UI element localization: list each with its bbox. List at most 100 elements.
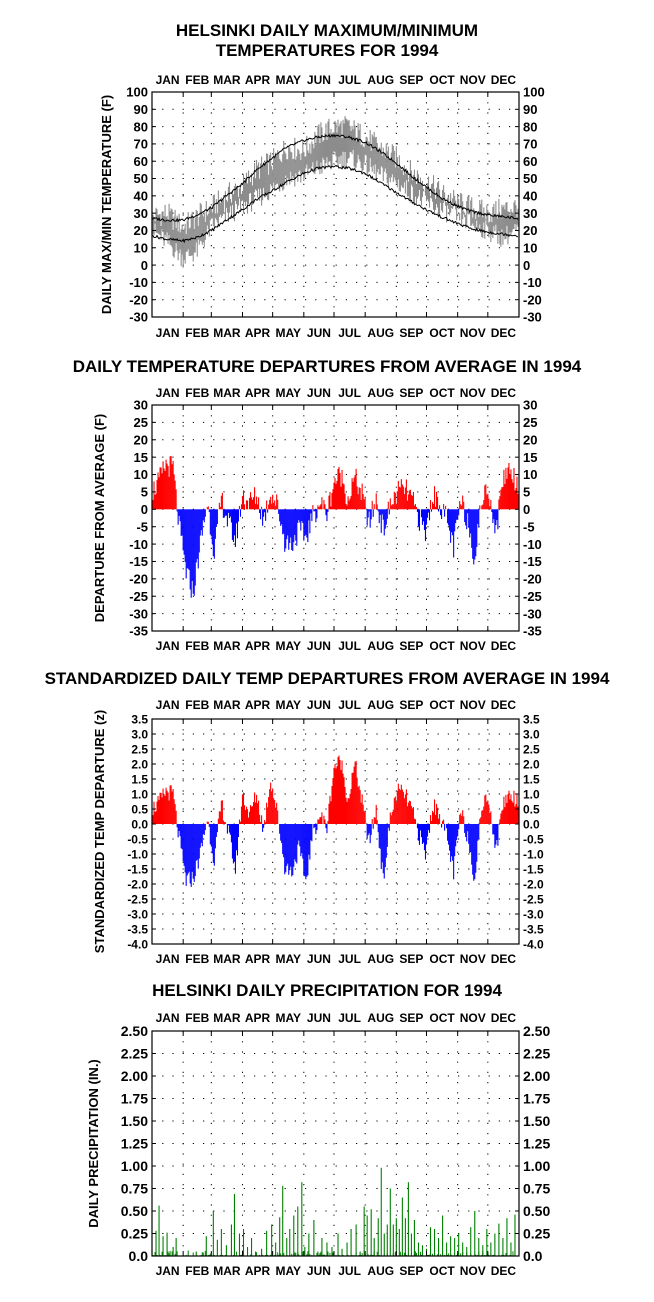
month-label-top: MAY xyxy=(275,73,301,87)
y-tick-label-right: 2.25 xyxy=(523,1046,550,1062)
y-tick-label-right: 1.25 xyxy=(523,1136,550,1152)
chart-standardized: JAN JAN FEB FEB MAR MAR APR APR MAY MAY JUN JUN JUL J… xyxy=(92,698,544,966)
y-tick-label-left: 50 xyxy=(134,171,148,186)
month-label-bottom: OCT xyxy=(429,639,455,653)
y-tick-label-left: 1.75 xyxy=(121,1091,148,1107)
month-label-top: AUG xyxy=(367,698,394,712)
y-tick-label-right: 2.50 xyxy=(523,1023,550,1039)
y-tick-label-right: 0.50 xyxy=(523,1203,550,1219)
month-label-top: AUG xyxy=(367,73,394,87)
y-tick-label-right: 25 xyxy=(523,415,537,430)
month-label-top: OCT xyxy=(429,1011,455,1025)
y-tick-label-left: -2.5 xyxy=(127,892,148,906)
month-label-bottom: JUN xyxy=(307,952,331,966)
y-tick-label-left: -4.0 xyxy=(127,937,148,951)
month-label-bottom: AUG xyxy=(367,1264,394,1278)
month-label-bottom: APR xyxy=(245,639,271,653)
y-tick-label-right: 50 xyxy=(523,171,537,186)
y-tick-label-left: 15 xyxy=(134,450,148,465)
month-label-bottom: FEB xyxy=(185,639,209,653)
month-label-top: JUL xyxy=(338,386,361,400)
y-tick-label-right: -3.0 xyxy=(523,907,544,921)
y-tick-label-left: 100 xyxy=(126,85,148,100)
y-tick-label-left: -3.5 xyxy=(127,922,148,936)
y-tick-label-right: 0.25 xyxy=(523,1226,550,1242)
y-tick-label-left: 0 xyxy=(141,502,148,517)
chart4-title: HELSINKI DAILY PRECIPITATION FOR 1994 xyxy=(152,981,502,1000)
y-tick-label-left: 0.0 xyxy=(129,1248,149,1264)
month-label-top: JUN xyxy=(307,73,331,87)
y-tick-label-left: 20 xyxy=(134,432,148,447)
month-label-bottom: AUG xyxy=(367,639,394,653)
month-label-bottom: JAN xyxy=(156,952,180,966)
y-tick-label-left: 80 xyxy=(134,119,148,134)
chart-temps: JAN JAN FEB FEB MAR MAR APR APR MAY MAY JUN JUN JUL J… xyxy=(99,73,545,340)
month-label-top: JAN xyxy=(156,698,180,712)
y-tick-label-left: -1.0 xyxy=(127,847,148,861)
y-tick-label-left: 90 xyxy=(134,102,148,117)
y-tick-label-left: 0 xyxy=(141,258,148,273)
month-label-bottom: JUN xyxy=(307,639,331,653)
chart-departures: JAN JAN FEB FEB MAR MAR APR APR MAY MAY JUN JUN JUL J… xyxy=(92,386,542,653)
y-tick-label-left: -25 xyxy=(129,589,148,604)
y-tick-label-left: 1.25 xyxy=(121,1136,148,1152)
y-tick-label-right: -1.5 xyxy=(523,862,544,876)
y-tick-label-right: -30 xyxy=(523,310,542,325)
y-tick-label-left: 40 xyxy=(134,189,148,204)
plot-frame xyxy=(151,404,520,632)
month-label-top: MAY xyxy=(275,386,301,400)
month-label-top: OCT xyxy=(429,386,455,400)
y-tick-label-right: 2.00 xyxy=(523,1068,550,1084)
normal-low-line xyxy=(151,164,519,244)
y-tick-label-left: 2.25 xyxy=(121,1046,148,1062)
y-tick-label-right: -25 xyxy=(523,589,542,604)
month-label-bottom: JUL xyxy=(338,326,361,340)
y-tick-label-right: 0 xyxy=(523,258,530,273)
month-label-top: MAR xyxy=(213,698,241,712)
month-label-bottom: FEB xyxy=(185,326,209,340)
y-tick-label-left: 30 xyxy=(134,398,148,413)
y-tick-label-right: 40 xyxy=(523,189,537,204)
y-tick-label-right: -5 xyxy=(523,519,535,534)
y-tick-label-right: -20 xyxy=(523,572,542,587)
month-label-top: MAR xyxy=(213,1011,241,1025)
y-axis-label: DAILY MAX/MIN TEMPERATURE (F) xyxy=(99,95,114,314)
y-tick-label-left: 0.5 xyxy=(131,802,148,816)
y-tick-label-left: -30 xyxy=(129,310,148,325)
y-tick-label-left: 10 xyxy=(134,240,148,255)
month-label-top: JAN xyxy=(156,386,180,400)
month-label-top: DEC xyxy=(491,386,517,400)
y-tick-label-left: -20 xyxy=(129,572,148,587)
month-label-top: MAR xyxy=(213,73,241,87)
y-tick-label-left: -3.0 xyxy=(127,907,148,921)
month-label-top: NOV xyxy=(460,1011,486,1025)
y-tick-label-left: -35 xyxy=(129,624,148,639)
month-label-top: SEP xyxy=(399,1011,423,1025)
month-label-bottom: SEP xyxy=(399,952,423,966)
chart2-title: DAILY TEMPERATURE DEPARTURES FROM AVERAG… xyxy=(72,357,582,376)
y-tick-label-left: 0.75 xyxy=(121,1181,148,1197)
month-label-top: FEB xyxy=(185,386,209,400)
month-label-bottom: JUL xyxy=(338,1264,361,1278)
y-tick-label-right: 0.0 xyxy=(523,1248,543,1264)
y-tick-label-right: -35 xyxy=(523,624,542,639)
month-label-top: SEP xyxy=(399,386,423,400)
chart1-title-line2: TEMPERATURES FOR 1994 xyxy=(215,41,439,60)
y-tick-label-left: 1.5 xyxy=(131,772,148,786)
y-tick-label-left: -5 xyxy=(136,519,148,534)
y-tick-label-left: 3.5 xyxy=(131,712,148,726)
y-tick-label-right: 15 xyxy=(523,450,537,465)
y-tick-label-right: -30 xyxy=(523,606,542,621)
month-label-bottom: AUG xyxy=(367,952,394,966)
month-label-top: JUL xyxy=(338,73,361,87)
y-tick-label-left: 0.25 xyxy=(121,1226,148,1242)
month-label-top: JAN xyxy=(156,1011,180,1025)
month-label-bottom: FEB xyxy=(185,1264,209,1278)
normal-high-line xyxy=(151,133,519,223)
y-tick-label-left: 1.0 xyxy=(131,787,148,801)
y-tick-label-right: 60 xyxy=(523,154,537,169)
y-tick-label-right: -2.5 xyxy=(523,892,544,906)
y-tick-label-right: -0.5 xyxy=(523,832,544,846)
month-label-bottom: JUL xyxy=(338,639,361,653)
month-label-top: DEC xyxy=(491,698,517,712)
